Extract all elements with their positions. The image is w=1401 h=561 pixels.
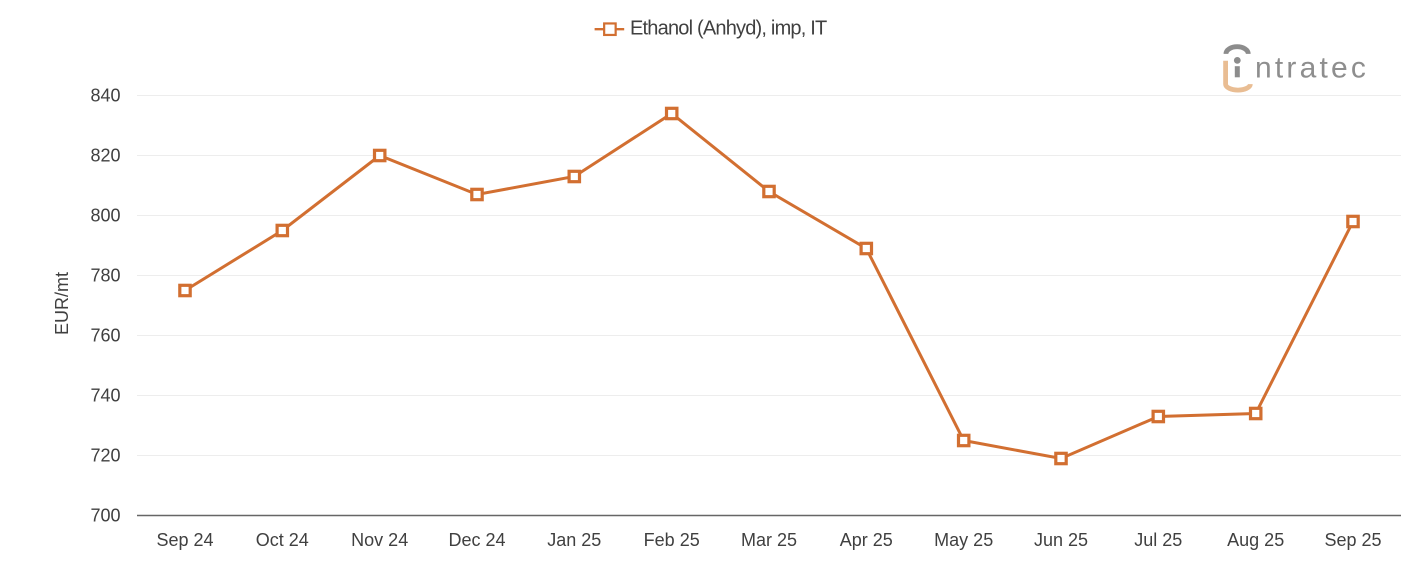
- svg-text:840: 840: [90, 86, 120, 106]
- svg-text:Sep 24: Sep 24: [156, 530, 213, 550]
- svg-text:Mar 25: Mar 25: [741, 530, 797, 550]
- svg-text:Ethanol (Anhyd), imp, IT: Ethanol (Anhyd), imp, IT: [630, 18, 827, 40]
- svg-text:760: 760: [90, 326, 120, 346]
- svg-text:Feb 25: Feb 25: [644, 530, 700, 550]
- svg-text:700: 700: [90, 506, 120, 526]
- svg-text:720: 720: [90, 446, 120, 466]
- svg-text:Aug 25: Aug 25: [1227, 530, 1284, 550]
- svg-text:Nov 24: Nov 24: [351, 530, 408, 550]
- svg-text:Sep 25: Sep 25: [1324, 530, 1381, 550]
- svg-text:May 25: May 25: [934, 530, 993, 550]
- svg-text:Jul 25: Jul 25: [1134, 530, 1182, 550]
- svg-text:Jun 25: Jun 25: [1034, 530, 1088, 550]
- svg-text:740: 740: [90, 386, 120, 406]
- svg-text:Apr 25: Apr 25: [840, 530, 893, 550]
- svg-text:EUR/mt: EUR/mt: [52, 272, 72, 335]
- svg-text:Oct 24: Oct 24: [256, 530, 309, 550]
- svg-text:ntratec: ntratec: [1255, 51, 1369, 84]
- svg-text:Dec 24: Dec 24: [448, 530, 505, 550]
- svg-text:Jan 25: Jan 25: [547, 530, 601, 550]
- svg-text:800: 800: [90, 206, 120, 226]
- svg-text:820: 820: [90, 146, 120, 166]
- svg-text:780: 780: [90, 266, 120, 286]
